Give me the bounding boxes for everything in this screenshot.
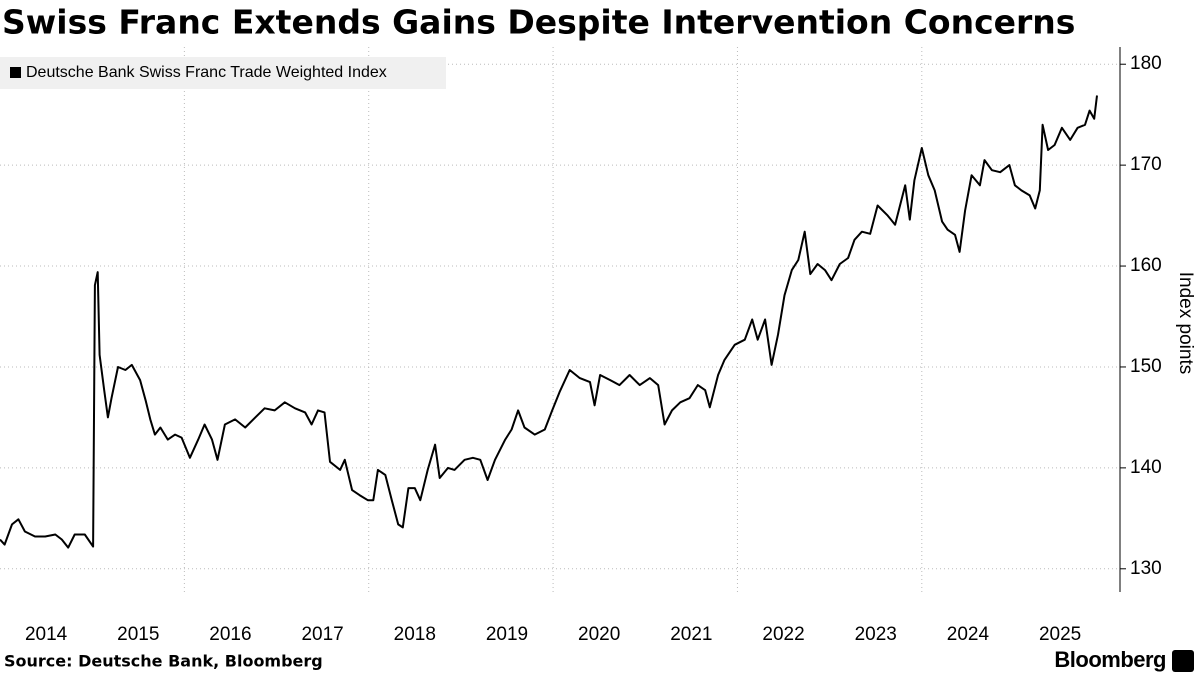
brand: Bloomberg [1054, 647, 1166, 672]
x-tick-label: 2014 [25, 624, 68, 645]
legend: Deutsche Bank Swiss Franc Trade Weighted… [0, 57, 446, 89]
y-tick-label: 130 [1130, 558, 1162, 579]
legend-box [0, 57, 446, 89]
x-tick-label: 2022 [762, 624, 804, 645]
y-tick-label: 170 [1130, 154, 1162, 175]
chart-title: Swiss Franc Extends Gains Despite Interv… [2, 3, 1075, 42]
source: Source: Deutsche Bank, Bloomberg [4, 652, 323, 671]
y-tick-label: 180 [1130, 53, 1162, 74]
line [0, 95, 1098, 549]
y-tick-label: 150 [1130, 356, 1162, 377]
x-tick-label: 2025 [1039, 624, 1081, 645]
x-tick-label: 2024 [947, 624, 990, 645]
x-tick-label: 2023 [855, 624, 897, 645]
x-tick-label: 2021 [670, 624, 712, 645]
legend-label: Deutsche Bank Swiss Franc Trade Weighted… [26, 64, 387, 81]
y-tick-label: 140 [1130, 457, 1162, 478]
legend-swatch [10, 67, 21, 78]
x-tick-label: 2019 [486, 624, 528, 645]
brand-icon [1172, 650, 1194, 672]
x-tick-label: 2017 [301, 624, 343, 645]
x-tick-label: 2015 [117, 624, 159, 645]
x-tick-label: 2020 [578, 624, 620, 645]
y-axis-label: Index points [1175, 272, 1196, 374]
y-tick-label: 160 [1130, 255, 1162, 276]
x-tick-label: 2018 [394, 624, 436, 645]
x-tick-label: 2016 [209, 624, 251, 645]
